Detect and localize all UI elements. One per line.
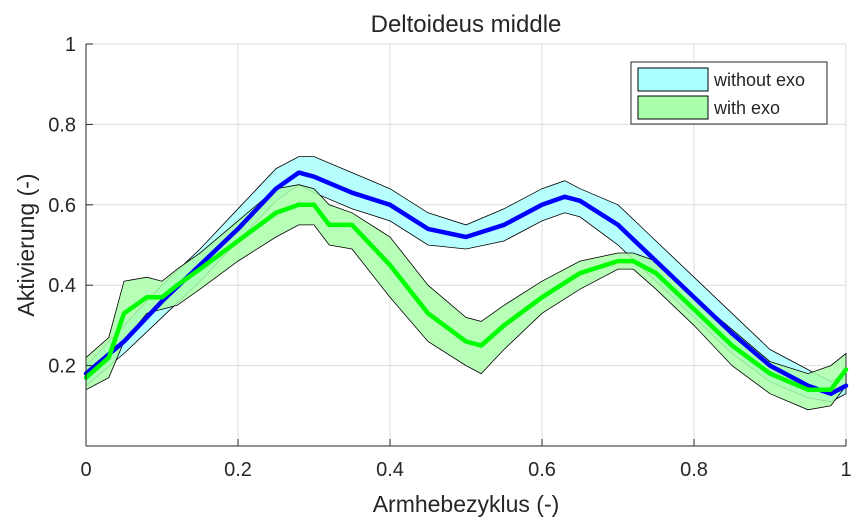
chart-title: Deltoideus middle xyxy=(371,11,562,38)
legend-label-without-exo: without exo xyxy=(713,70,805,90)
x-tick-label-5: 1 xyxy=(840,459,851,481)
y-axis-label: Aktivierung (-) xyxy=(13,173,39,316)
line-layer xyxy=(83,170,849,396)
line-without-exo xyxy=(83,170,849,396)
y-tick-label-4: 1 xyxy=(65,34,76,56)
y-tick-label-1: 0.4 xyxy=(48,275,76,297)
y-tick-label-0: 0.2 xyxy=(48,356,76,378)
legend-label-with-exo: with exo xyxy=(713,98,780,118)
legend: without exo with exo xyxy=(630,61,828,125)
legend-swatch-without-exo xyxy=(637,67,709,92)
x-tick-label-2: 0.4 xyxy=(376,459,404,481)
x-axis-label: Armhebezyklus (-) xyxy=(373,491,560,517)
x-tick-label-0: 0 xyxy=(80,459,91,481)
x-tick-label-4: 0.8 xyxy=(680,459,708,481)
axis-layer xyxy=(85,43,847,447)
x-tick-label-1: 0.2 xyxy=(224,459,252,481)
y-tick-label-2: 0.6 xyxy=(48,195,76,217)
line-with-exo xyxy=(83,202,849,392)
legend-swatch-with-exo xyxy=(637,95,709,120)
x-tick-label-3: 0.6 xyxy=(528,459,556,481)
y-tick-label-3: 0.8 xyxy=(48,114,76,136)
tick-layer: 0 0.2 0.4 0.6 0.8 1 0.2 0.4 0.6 0.8 1 xyxy=(48,34,851,481)
